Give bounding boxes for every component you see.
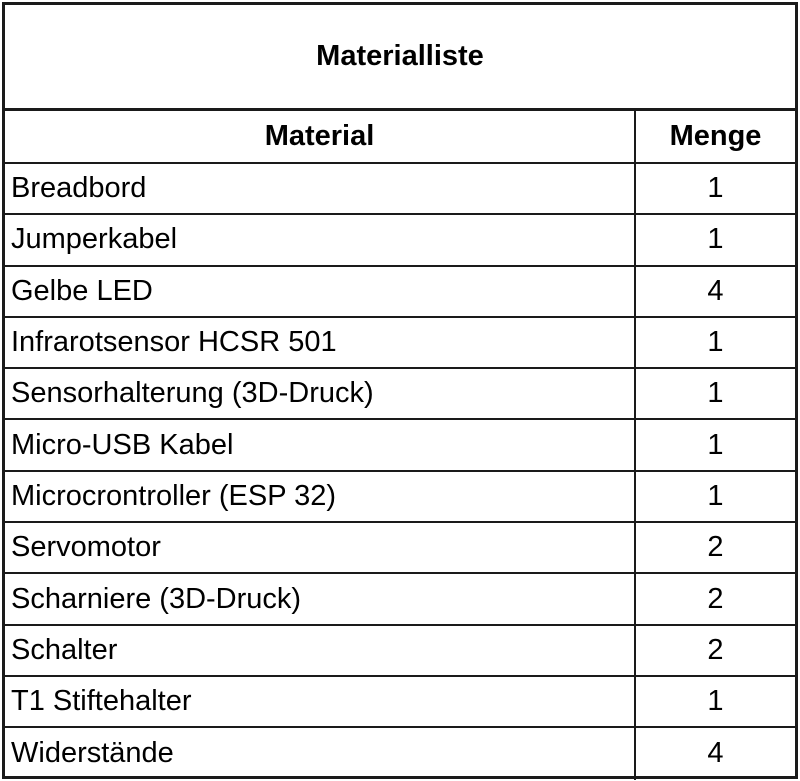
table-title: Materialliste xyxy=(5,5,795,111)
quantity-cell: 2 xyxy=(707,531,724,564)
quantity-cell: 1 xyxy=(707,685,724,718)
table-row: Breadbord 1 xyxy=(5,164,795,216)
material-cell: Widerstände xyxy=(5,728,636,780)
quantity-cell: 1 xyxy=(707,223,724,256)
table-row: Infrarotsensor HCSR 501 1 xyxy=(5,317,795,370)
material-cell: Sensorhalterung (3D-Druck) xyxy=(5,369,636,419)
table-body: Breadbord 1 Jumperkabel 1 Gelbe LED 4 Infrarot… xyxy=(5,164,795,780)
header-row: Material Menge xyxy=(5,111,795,164)
quantity-cell: 1 xyxy=(707,172,724,205)
table-row: Jumperkabel 1 xyxy=(5,215,795,267)
table-row: Sensorhalterung (3D-Druck) 1 xyxy=(5,369,795,421)
table-row: Gelbe LED 4 xyxy=(5,266,795,318)
material-cell: Microcrontroller (ESP 32) xyxy=(5,471,636,522)
quantity-cell: 1 xyxy=(707,326,724,359)
header-material: Material xyxy=(5,111,636,162)
quantity-cell: 1 xyxy=(707,479,724,512)
table-row: Microcrontroller (ESP 32) 1 xyxy=(5,471,795,524)
table-row: Widerstände 4 xyxy=(5,728,795,780)
table-row: Schalter 2 xyxy=(5,625,795,677)
quantity-cell: 4 xyxy=(707,274,724,307)
table-row: Micro-USB Kabel 1 xyxy=(5,420,795,472)
quantity-cell: 2 xyxy=(707,582,724,615)
table-row: Servomotor 2 xyxy=(5,523,795,575)
header-quantity: Menge xyxy=(669,120,762,152)
quantity-cell: 1 xyxy=(707,377,724,410)
table-row: Scharniere (3D-Druck) 2 xyxy=(5,574,795,626)
table-row: T1 Stiftehalter 1 xyxy=(5,676,795,729)
quantity-cell: 1 xyxy=(707,428,724,461)
quantity-cell: 2 xyxy=(707,633,724,666)
material-cell: Breadbord xyxy=(5,164,636,214)
material-cell: Jumperkabel xyxy=(5,215,636,265)
material-cell: Servomotor xyxy=(5,523,636,573)
material-cell: Micro-USB Kabel xyxy=(5,420,636,470)
quantity-cell: 4 xyxy=(707,737,724,770)
material-cell: Gelbe LED xyxy=(5,266,636,316)
material-cell: Scharniere (3D-Druck) xyxy=(5,574,636,624)
material-cell: Infrarotsensor HCSR 501 xyxy=(5,317,636,368)
material-cell: Schalter xyxy=(5,625,636,675)
material-cell: T1 Stiftehalter xyxy=(5,676,636,727)
